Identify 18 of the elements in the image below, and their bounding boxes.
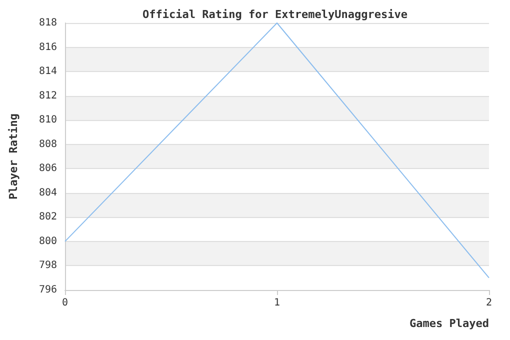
y-tick-label: 816	[38, 42, 57, 53]
y-tick-label: 796	[38, 284, 57, 296]
y-tick-label: 806	[38, 163, 57, 174]
x-axis-title: Games Played	[410, 317, 489, 330]
y-tick-label: 814	[38, 66, 57, 78]
x-tick-label: 0	[62, 298, 68, 308]
y-axis-title: Player Rating	[7, 113, 20, 200]
y-tick-label: 802	[38, 212, 57, 223]
y-tick-label: 798	[38, 260, 57, 272]
y-tick-label: 818	[38, 18, 57, 28]
y-tick-label: 812	[38, 90, 57, 102]
x-tick-label: 2	[486, 298, 492, 308]
chart-title: Official Rating for ExtremelyUnaggresive	[142, 8, 408, 21]
x-tick-label: 1	[274, 298, 280, 308]
y-tick-label: 804	[38, 187, 57, 198]
y-tick-label: 808	[38, 138, 57, 150]
y-tick-label: 800	[38, 236, 57, 247]
y-tick-label: 810	[38, 114, 57, 126]
